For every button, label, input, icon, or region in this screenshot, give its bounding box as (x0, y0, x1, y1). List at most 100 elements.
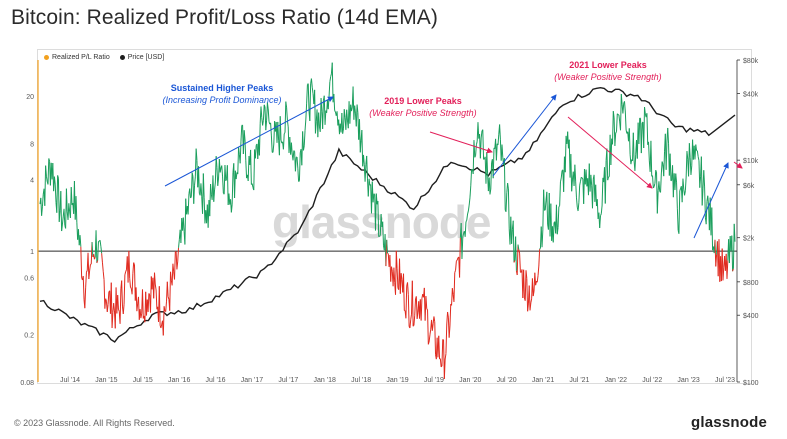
ratio-segment (41, 194, 44, 207)
ratio-segment (451, 288, 454, 295)
ratio-segment (110, 282, 113, 328)
ratio-segment (599, 215, 601, 228)
ratio-segment (270, 135, 273, 153)
ratio-segment (428, 334, 431, 342)
ratio-segment (304, 119, 307, 131)
ratio-segment (117, 295, 119, 310)
ratio-segment (663, 151, 666, 177)
x-tick-label: Jul '20 (497, 377, 517, 384)
ratio-segment (240, 125, 243, 142)
legend-item-price[interactable]: Price [USD] (119, 54, 165, 61)
ratio-segment (654, 170, 657, 184)
ratio-segment (395, 250, 398, 269)
ratio-segment (519, 253, 521, 273)
ratio-segment (600, 213, 602, 216)
ratio-segment (488, 177, 491, 195)
ratio-segment (696, 150, 699, 157)
ratio-segment (222, 176, 224, 194)
ratio-segment (373, 193, 376, 195)
ratio-segment (445, 324, 448, 354)
annotation-higher-peaks: Sustained Higher Peaks (171, 83, 274, 93)
ratio-segment (490, 162, 493, 190)
ratio-segment (426, 308, 428, 310)
ratio-segment (564, 135, 567, 173)
ratio-segment (89, 264, 91, 271)
ratio-segment (611, 111, 614, 145)
ratio-segment (679, 188, 682, 192)
ratio-segment (595, 184, 597, 207)
ratio-segment (482, 129, 485, 160)
left-tick-label: 0.2 (24, 333, 34, 340)
ratio-segment (581, 177, 584, 180)
ratio-segment (434, 321, 437, 355)
ratio-segment (221, 165, 224, 177)
ratio-segment (354, 105, 356, 114)
ratio-segment (648, 141, 650, 161)
ratio-segment (601, 177, 604, 206)
ratio-segment (427, 341, 430, 345)
ratio-segment (310, 78, 313, 88)
ratio-segment (176, 261, 179, 270)
ratio-segment (684, 190, 686, 196)
ratio-segment (396, 268, 399, 288)
ratio-segment (614, 132, 617, 146)
ratio-segment (447, 311, 449, 318)
ratio-segment (167, 296, 170, 300)
ratio-segment (557, 206, 560, 228)
ratio-segment (544, 200, 547, 211)
ratio-segment (638, 117, 641, 144)
ratio-segment (733, 223, 736, 242)
ratio-segment (527, 303, 529, 312)
ratio-segment (604, 160, 607, 204)
ratio-segment (302, 145, 305, 151)
ratio-segment (293, 150, 296, 152)
ratio-segment (88, 270, 91, 280)
ratio-segment (467, 210, 469, 215)
ratio-segment (311, 87, 314, 94)
x-tick-label: Jan '20 (459, 377, 481, 384)
legend-label-price: Price [USD] (127, 54, 165, 61)
ratio-segment (391, 266, 393, 272)
legend-label-pl-ratio: Realized P/L Ratio (52, 54, 110, 61)
brand-logo[interactable]: glassnode (691, 414, 767, 431)
ratio-segment (412, 324, 415, 327)
ratio-segment (411, 280, 414, 327)
ratio-segment (531, 278, 534, 297)
ratio-segment (591, 179, 594, 209)
ratio-segment (425, 296, 428, 309)
ratio-segment (697, 156, 700, 161)
ratio-segment (282, 133, 285, 150)
ratio-segment (538, 249, 541, 267)
ratio-segment (277, 121, 280, 141)
ratio-segment (56, 175, 59, 213)
ratio-segment (580, 176, 583, 179)
legend-item-pl-ratio[interactable]: Realized P/L Ratio (44, 54, 110, 61)
ratio-segment (454, 270, 457, 273)
right-tick-label: $6k (743, 183, 755, 190)
ratio-segment (441, 339, 444, 367)
ratio-segment (103, 279, 106, 309)
ratio-segment (119, 288, 122, 324)
ratio-segment (665, 141, 668, 170)
ratio-segment (405, 286, 408, 319)
ratio-segment (731, 235, 734, 272)
ratio-segment (341, 112, 344, 134)
ratio-segment (95, 230, 98, 263)
ratio-segment (342, 128, 344, 134)
ratio-segment (306, 84, 308, 104)
ratio-segment (106, 304, 109, 312)
ratio-segment (526, 278, 529, 312)
ratio-segment (314, 89, 316, 134)
ratio-segment (377, 201, 380, 237)
ratio-segment (169, 271, 172, 311)
ratio-segment (439, 358, 442, 368)
ratio-segment (302, 131, 304, 151)
x-tick-label: Jul '14 (60, 377, 80, 384)
ratio-segment (669, 153, 672, 181)
ratio-segment (560, 170, 563, 178)
ratio-segment (346, 109, 348, 121)
right-tick-label: $40k (743, 91, 759, 98)
ratio-segment (473, 140, 476, 158)
ratio-segment (489, 189, 492, 195)
x-tick-label: Jul '18 (351, 377, 371, 384)
